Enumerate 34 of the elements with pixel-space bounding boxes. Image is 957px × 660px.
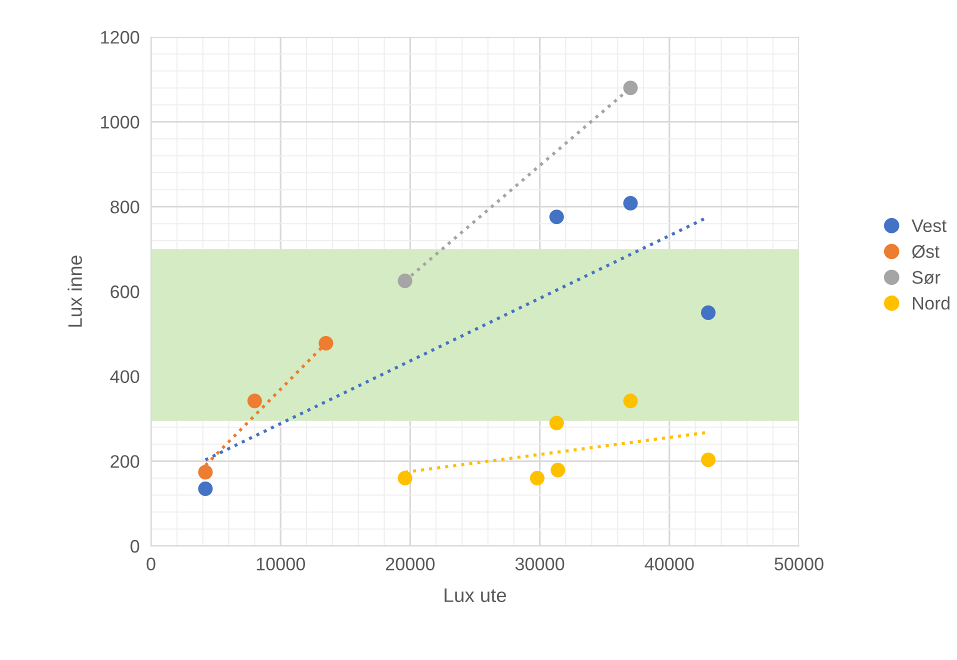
- point: [549, 416, 564, 430]
- point: [550, 462, 566, 478]
- point: [623, 80, 638, 96]
- y-tick-label: 800: [110, 200, 140, 214]
- point: [623, 394, 638, 408]
- point: [700, 452, 716, 468]
- legend-label: Øst: [912, 244, 940, 258]
- point: [530, 470, 544, 486]
- point: [198, 481, 213, 496]
- x-axis-title: Lux ute: [444, 588, 506, 602]
- point: [623, 196, 638, 211]
- y-tick-label: 0: [130, 540, 140, 553]
- x-tick-label: 10000: [256, 558, 305, 570]
- point: [700, 305, 716, 320]
- x-tick-label: 50000: [774, 558, 824, 570]
- point: [247, 394, 262, 408]
- point: [198, 464, 213, 480]
- point: [398, 470, 412, 486]
- y-tick-label: 200: [110, 455, 140, 468]
- y-axis-title: Lux inne: [68, 256, 82, 327]
- legend-label: Vest: [912, 220, 946, 232]
- point: [398, 274, 412, 288]
- legend-label: Sør: [912, 271, 940, 284]
- y-tick-label: 400: [110, 370, 140, 384]
- x-tick-label: 20000: [386, 558, 435, 570]
- point: [318, 336, 334, 351]
- y-tick-label: 600: [110, 285, 140, 298]
- x-tick-label: 30000: [515, 558, 564, 570]
- y-tick-label: 1200: [101, 30, 140, 44]
- point: [549, 210, 564, 224]
- legend-label: Nord: [912, 296, 950, 310]
- y-tick-label: 1000: [101, 116, 140, 129]
- x-tick-label: 40000: [644, 558, 694, 570]
- x-tick-label: 0: [146, 558, 156, 570]
